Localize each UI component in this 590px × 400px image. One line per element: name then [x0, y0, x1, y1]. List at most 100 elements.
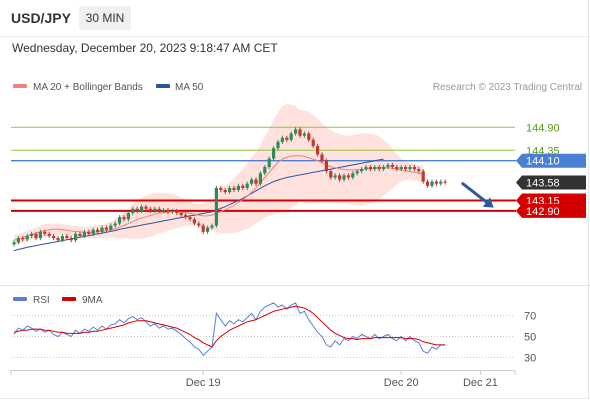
candle-body — [96, 229, 100, 232]
candle-body — [360, 169, 364, 172]
candle-body — [25, 236, 29, 240]
candle — [421, 169, 425, 184]
bollinger-band-fill — [14, 104, 424, 246]
candle — [254, 177, 258, 186]
candle — [241, 183, 245, 190]
candle-body — [43, 231, 47, 234]
candle — [118, 215, 122, 226]
candle — [82, 229, 86, 239]
candle — [276, 139, 280, 151]
price-levels — [11, 126, 516, 212]
candle-body — [122, 217, 126, 220]
candle-body — [131, 208, 135, 213]
candle-body — [179, 213, 183, 216]
candle-body — [377, 167, 381, 170]
rsi-ma-line — [13, 305, 446, 348]
candle — [263, 164, 267, 176]
ma20-line — [13, 155, 424, 241]
candle — [426, 179, 430, 188]
candle — [355, 169, 359, 176]
timeframe-badge[interactable]: 30 MIN — [79, 6, 131, 30]
candle-body — [175, 210, 179, 213]
candle-body — [333, 175, 337, 178]
candle-body — [245, 183, 249, 188]
candle — [342, 173, 346, 182]
legend-label-ma50: MA 50 — [175, 82, 204, 93]
candle-body — [421, 171, 425, 182]
candle-body — [368, 167, 372, 170]
candle — [52, 233, 56, 241]
candle-body — [241, 185, 245, 188]
candle — [21, 236, 25, 242]
candle-body — [364, 167, 368, 170]
candle — [302, 131, 306, 138]
candle-body — [126, 213, 130, 220]
candle-body — [87, 231, 91, 234]
candle-body — [192, 219, 196, 224]
candle-body — [140, 206, 144, 211]
candlesticks — [12, 127, 447, 247]
research-credit: Research © 2023 Trading Central — [433, 82, 582, 93]
candle-body — [153, 208, 157, 211]
candle — [122, 215, 126, 222]
candle-body — [324, 160, 328, 172]
candle — [245, 181, 249, 190]
candle-body — [307, 133, 311, 140]
candle-body — [302, 133, 306, 136]
candle — [206, 225, 210, 234]
legend-swatch-9ma — [62, 297, 76, 301]
candle-body — [426, 181, 430, 186]
candle-body — [21, 238, 25, 240]
forecast-arrow-shaft — [461, 182, 488, 204]
candle-body — [280, 137, 284, 142]
candle — [201, 223, 205, 234]
candle — [131, 206, 135, 216]
candle-body — [298, 129, 302, 136]
time-axis: Dec 19 Dec 20 Dec 21 — [10, 370, 516, 389]
candle-body — [184, 215, 188, 218]
candle-body — [329, 171, 333, 178]
candle-body — [69, 238, 73, 241]
candle — [329, 169, 333, 180]
candle — [113, 221, 117, 228]
candle-body — [276, 141, 280, 149]
candle — [135, 206, 139, 213]
candle — [351, 171, 355, 180]
candle — [311, 137, 315, 149]
candle — [65, 233, 69, 241]
rsi-legend: RSI 9MA — [13, 295, 103, 306]
last-price-tag — [516, 175, 586, 190]
candle — [316, 144, 320, 157]
candle — [12, 240, 16, 247]
candle — [307, 131, 311, 142]
candle-body — [232, 187, 236, 190]
candle-body — [78, 233, 82, 236]
time-tick-label: Dec 19 — [186, 377, 221, 389]
candle — [219, 185, 223, 193]
candle-body — [346, 175, 350, 178]
candle — [16, 236, 20, 245]
candle — [162, 207, 166, 213]
candle — [148, 206, 152, 213]
candle — [368, 164, 372, 172]
candle — [25, 233, 29, 242]
candle — [170, 208, 174, 214]
candle — [34, 231, 38, 241]
candle-body — [100, 227, 104, 232]
candle-body — [404, 167, 408, 170]
candle-body — [250, 179, 254, 184]
candle — [192, 217, 196, 226]
candle-body — [342, 175, 346, 180]
candle — [408, 164, 412, 172]
candle-body — [373, 167, 377, 170]
candle — [439, 179, 443, 186]
candle — [267, 156, 271, 170]
candle-body — [210, 225, 214, 228]
candle-body — [382, 167, 386, 170]
candle — [382, 164, 386, 172]
candle — [258, 171, 262, 186]
candle-body — [272, 148, 276, 159]
candle-body — [170, 210, 174, 212]
candle-body — [104, 227, 108, 230]
